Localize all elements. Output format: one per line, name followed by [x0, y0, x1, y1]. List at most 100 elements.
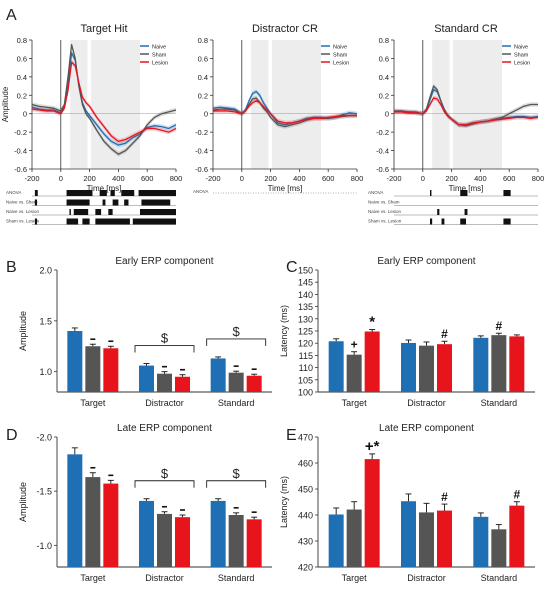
- group-bracket: [206, 480, 267, 488]
- y-axis-label: Latency (ms): [279, 476, 289, 528]
- bar-sham: [157, 373, 172, 392]
- sig-segment: [73, 209, 89, 215]
- bracket-label: $: [233, 324, 241, 339]
- sig-segment: [430, 190, 432, 196]
- bar-naive: [210, 358, 226, 392]
- sig-segment: [34, 218, 38, 225]
- bar-lesion: [509, 336, 525, 392]
- y-tick-label: 0: [204, 110, 208, 119]
- y-tick-label: 135: [298, 302, 313, 312]
- y-tick-label: -0.4: [195, 147, 208, 156]
- y-tick-label: 440: [298, 511, 313, 521]
- erp-plot-standard_cr: -0.6 -0.4 -0.2 0 0.2 0.4 0.6 0.8 -200 0 200 400 600 8…: [368, 23, 544, 225]
- bar-sham: [346, 354, 362, 392]
- x-tick-label: 600: [503, 174, 516, 183]
- sig-row-label: Naive vs. Sham: [368, 200, 400, 205]
- bar-naive: [328, 514, 344, 567]
- bar-lesion: [509, 505, 525, 567]
- shaded-window: [91, 40, 140, 169]
- x-tick-label: 600: [322, 174, 335, 183]
- y-tick-label: 1.0: [39, 367, 52, 377]
- category-label: Standard: [218, 573, 255, 583]
- sig-segment: [460, 190, 468, 196]
- sig-row-label: ANOVA: [193, 189, 208, 194]
- shaded-window: [453, 40, 502, 169]
- y-tick-label: 1.5: [39, 316, 52, 326]
- x-tick-label: 800: [532, 174, 545, 183]
- plots-layer: -0.6 -0.4 -0.2 0 0.2 0.4 0.6 0.8 -200 0 200 400 600 8…: [1, 23, 544, 583]
- bar-lesion: [175, 376, 190, 392]
- bar-sham: [346, 509, 362, 567]
- bracket-label: $: [161, 466, 169, 481]
- y-tick-label: 460: [298, 459, 313, 469]
- series-line-sham: [31, 43, 177, 155]
- significance-mark: +*: [365, 438, 380, 455]
- x-tick-label: -200: [205, 174, 220, 183]
- legend-label: Sham: [514, 53, 529, 59]
- y-tick-label: 0.4: [198, 73, 208, 82]
- category-label: Target: [80, 398, 106, 408]
- y-tick-label: 100: [298, 388, 313, 398]
- category-label: Standard: [481, 398, 518, 408]
- y-tick-label: -0.4: [376, 147, 389, 156]
- y-tick-label: 430: [298, 537, 313, 547]
- bar-naive: [67, 454, 83, 567]
- y-tick-label: -0.6: [376, 165, 389, 174]
- bar-sham: [157, 513, 172, 567]
- y-tick-label: 0.8: [17, 36, 27, 45]
- y-tick-label: 450: [298, 485, 313, 495]
- y-tick-label: 110: [299, 363, 313, 373]
- x-tick-label: 0: [59, 174, 63, 183]
- sig-segment: [82, 218, 90, 225]
- significance-mark: #: [513, 488, 520, 502]
- y-tick-label: 0.8: [198, 36, 208, 45]
- bar-sham: [491, 335, 507, 392]
- x-tick-label: 0: [240, 174, 244, 183]
- x-tick-label: 800: [351, 174, 364, 183]
- x-tick-label: 200: [83, 174, 96, 183]
- x-axis-label: Time [ms]: [449, 184, 484, 193]
- category-label: Distractor: [407, 398, 446, 408]
- y-tick-label: 145: [298, 278, 313, 288]
- bar-naive: [473, 337, 489, 392]
- y-tick-label: 120: [298, 339, 313, 349]
- x-tick-label: 400: [112, 174, 125, 183]
- y-tick-label: 0.4: [379, 73, 389, 82]
- bar-naive: [67, 331, 83, 392]
- sig-segment: [121, 190, 135, 196]
- y-tick-label: -1.5: [36, 487, 52, 497]
- y-axis-label: Amplitude: [1, 86, 10, 122]
- sig-segment: [34, 190, 38, 196]
- sig-segment: [124, 199, 129, 206]
- significance-mark: *: [369, 314, 375, 331]
- sig-row-label: ANOVA: [368, 190, 383, 195]
- sig-segment: [138, 190, 176, 196]
- x-tick-label: 600: [141, 174, 154, 183]
- series-line-lesion: [213, 100, 357, 124]
- y-tick-label: 470: [298, 433, 313, 443]
- y-tick-label: 420: [298, 563, 313, 573]
- sig-row-label: Sham vs. Lesion: [368, 219, 402, 224]
- y-tick-label: 2.0: [39, 266, 52, 276]
- bracket-label: $: [233, 466, 241, 481]
- sig-segment: [112, 199, 119, 206]
- sig-segment: [110, 190, 115, 196]
- y-tick-label: -0.6: [14, 165, 27, 174]
- x-tick-label: 200: [445, 174, 458, 183]
- sig-segment: [66, 218, 79, 225]
- group-bracket: [134, 480, 195, 488]
- bar-naive: [210, 500, 226, 567]
- bar-sham: [419, 512, 434, 567]
- bar-lesion: [437, 510, 452, 567]
- y-tick-label: 140: [298, 290, 313, 300]
- sig-segment: [66, 190, 93, 196]
- significance-mark: #: [441, 490, 448, 504]
- x-tick-label: -200: [386, 174, 401, 183]
- x-tick-label: 0: [421, 174, 425, 183]
- x-tick-label: 800: [170, 174, 183, 183]
- bar-sham: [85, 477, 101, 567]
- y-axis-label: Amplitude: [18, 482, 28, 522]
- category-label: Target: [342, 573, 368, 583]
- sig-segment: [503, 218, 511, 225]
- chart-title: Late ERP component: [379, 423, 474, 434]
